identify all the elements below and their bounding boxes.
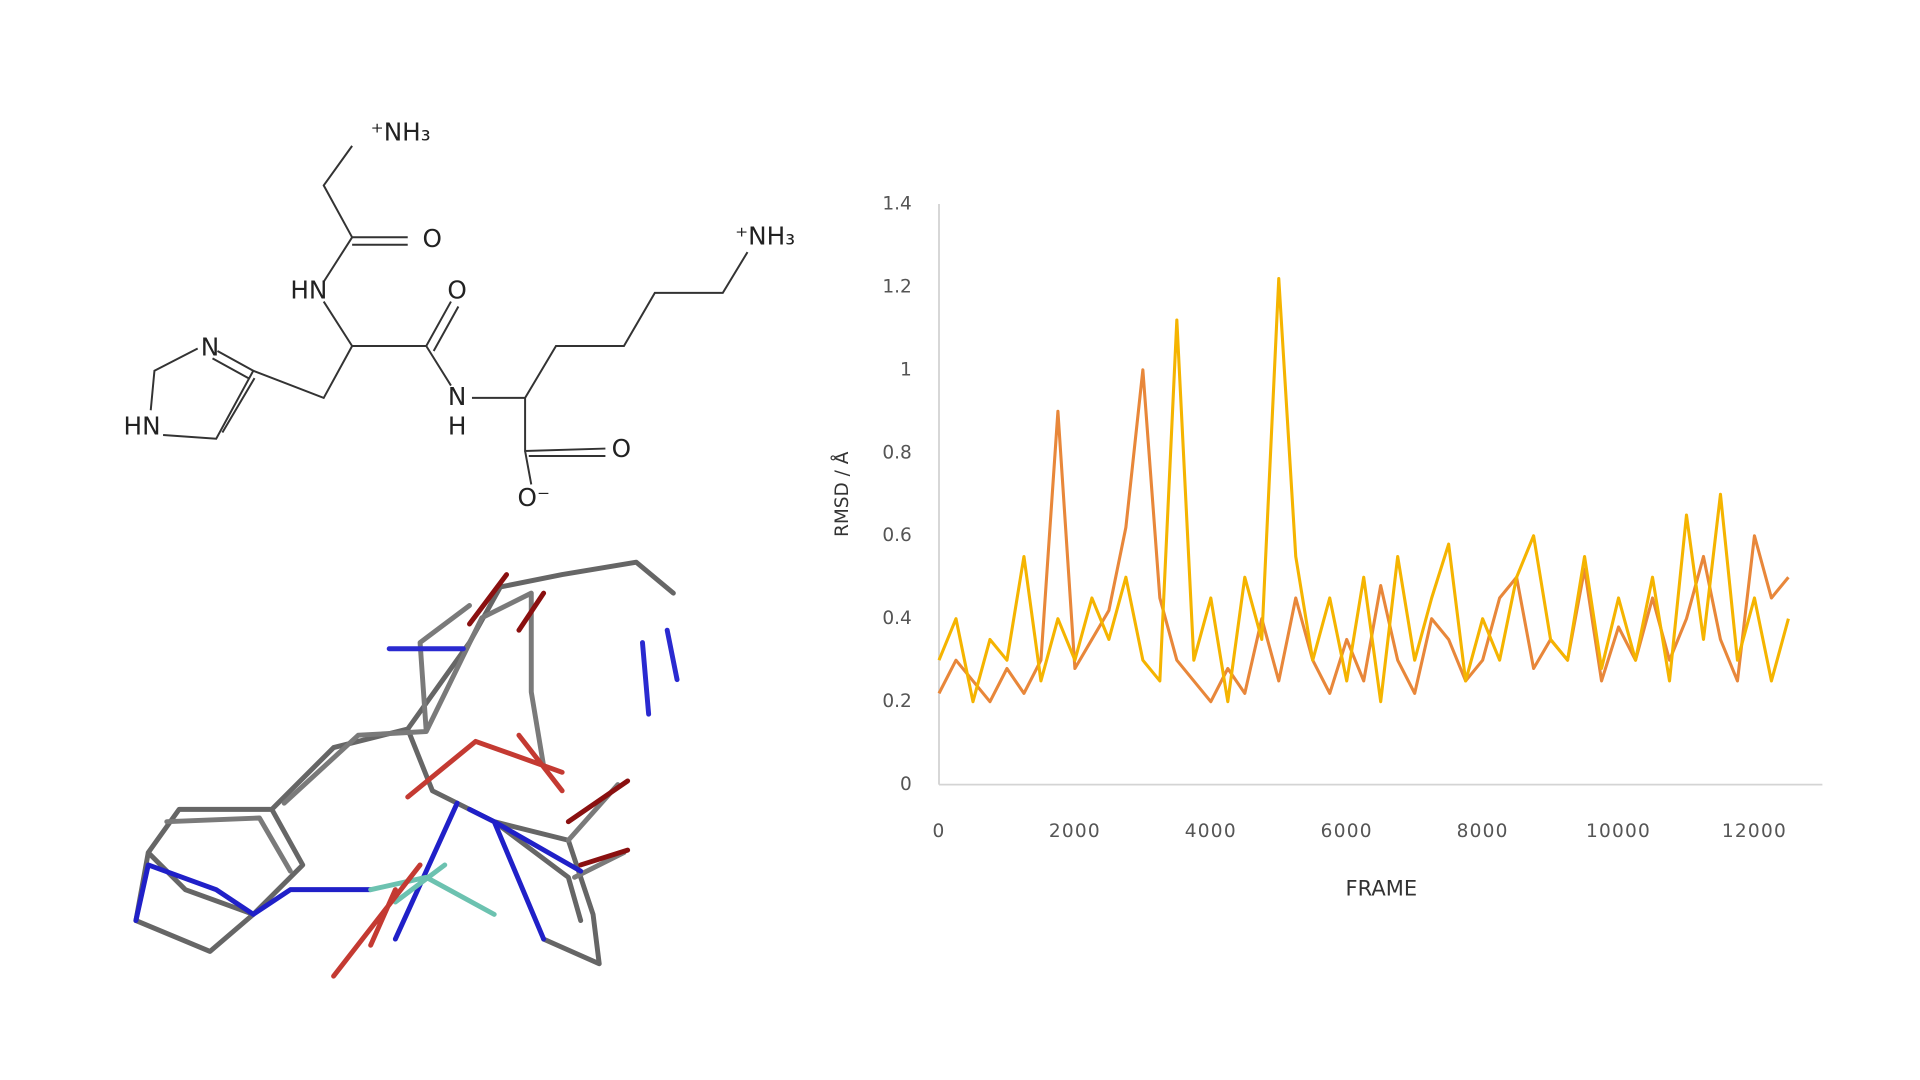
atom-label: O⁻: [518, 483, 550, 512]
atom-label: O: [423, 224, 442, 253]
data-line: [937, 277, 1790, 704]
x-tick-label: 8000: [1457, 821, 1509, 842]
rmsd-chart: FRAME RMSD / Å 0 0.2 0.4 0.6 0.8 1 1.2 1.4 0 2000…: [830, 193, 1823, 901]
atom-label: HN: [290, 276, 327, 305]
atom-label: O: [612, 434, 631, 463]
atom-label: ⁺NH₃: [371, 118, 431, 147]
x-tick-label: 2000: [1049, 821, 1101, 842]
structure-2d: ⁺NH₃ O HN O N H N HN ⁺NH₃ O O⁻: [124, 118, 796, 513]
structure-3d: [133, 559, 680, 979]
atom-label: H: [448, 412, 467, 441]
y-tick-label: 1.2: [882, 276, 911, 297]
y-tick-label: 1.4: [882, 193, 911, 214]
atom-label: HN: [124, 412, 161, 441]
y-axis-label: RMSD / Å: [830, 451, 853, 537]
y-tick-label: 0.8: [882, 442, 911, 463]
x-tick-label: 6000: [1321, 821, 1373, 842]
y-tick-label: 0: [900, 774, 912, 795]
y-tick-label: 0.6: [882, 525, 911, 546]
x-tick-label: 0: [932, 821, 945, 842]
x-tick-label: 12000: [1722, 821, 1787, 842]
x-tick-label: 4000: [1185, 821, 1237, 842]
bonds: [149, 145, 749, 485]
y-tick-label: 0.2: [882, 691, 911, 712]
y-tick-label: 1: [900, 359, 912, 380]
atom-label: O: [447, 276, 466, 305]
atom-label: N: [201, 332, 219, 361]
x-tick-label: 10000: [1586, 821, 1651, 842]
atom-label: ⁺NH₃: [735, 221, 795, 250]
data-line: [937, 368, 1790, 704]
y-tick-label: 0.4: [882, 608, 911, 629]
x-axis-label: FRAME: [1346, 877, 1418, 901]
atom-label: N: [448, 382, 466, 411]
